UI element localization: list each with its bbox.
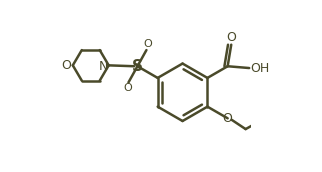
Text: O: O: [61, 59, 71, 72]
Text: O: O: [123, 83, 132, 93]
Text: S: S: [132, 59, 143, 74]
Text: O: O: [226, 31, 236, 44]
Text: N: N: [99, 60, 108, 73]
Text: O: O: [143, 39, 152, 49]
Text: OH: OH: [250, 62, 270, 74]
Text: O: O: [223, 112, 232, 125]
